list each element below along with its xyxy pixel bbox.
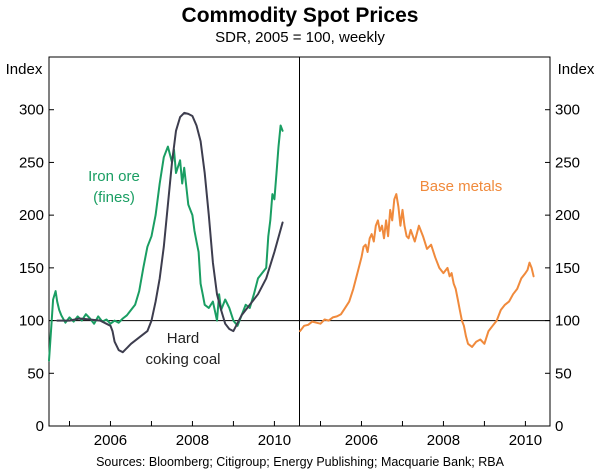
chart-title: Commodity Spot Prices <box>182 4 419 27</box>
coking-coal-label-line2: coking coal <box>145 351 220 368</box>
left-axis-unit: Index <box>6 61 43 78</box>
tick-layer: 0 0 50 50 100 100 150 150 200 200 250 250 300 300 2006… <box>19 102 580 449</box>
series-line-hard-coking-coal <box>56 111 284 354</box>
chart-subtitle: SDR, 2005 = 100, weekly <box>215 29 385 46</box>
coking-coal-label-line1: Hard <box>167 330 200 347</box>
iron-ore-label-line2: (fines) <box>93 189 135 206</box>
x-tick-label: 2006 <box>345 432 378 449</box>
y-tick-label-right: 0 <box>555 418 563 435</box>
y-tick-label-left: 0 <box>36 418 44 435</box>
y-tick-label-right: 250 <box>555 154 580 171</box>
series-line-iron-ore-fines <box>48 124 284 362</box>
x-tick-label: 2008 <box>176 432 209 449</box>
y-tick-label-right: 150 <box>555 260 580 277</box>
y-tick-label-left: 100 <box>19 313 44 330</box>
x-tick-label: 2008 <box>427 432 460 449</box>
base-metals-label: Base metals <box>420 178 503 195</box>
y-tick-label-right: 300 <box>555 102 580 119</box>
y-tick-label-right: 200 <box>555 207 580 224</box>
iron-ore-label-line1: Iron ore <box>88 168 140 185</box>
x-tick-label: 2006 <box>94 432 127 449</box>
right-axis-unit: Index <box>558 61 595 78</box>
x-tick-label: 2010 <box>258 432 291 449</box>
y-tick-label-left: 200 <box>19 207 44 224</box>
series-line-base-metals <box>299 193 535 348</box>
y-tick-label-left: 150 <box>19 260 44 277</box>
y-tick-label-left: 250 <box>19 154 44 171</box>
series-layer <box>48 111 535 362</box>
y-tick-label-right: 50 <box>555 365 572 382</box>
y-tick-label-right: 100 <box>555 313 580 330</box>
x-tick-label: 2010 <box>509 432 542 449</box>
y-tick-label-left: 300 <box>19 102 44 119</box>
chart-source: Sources: Bloomberg; Citigroup; Energy Pu… <box>96 455 505 469</box>
y-tick-label-left: 50 <box>27 365 44 382</box>
